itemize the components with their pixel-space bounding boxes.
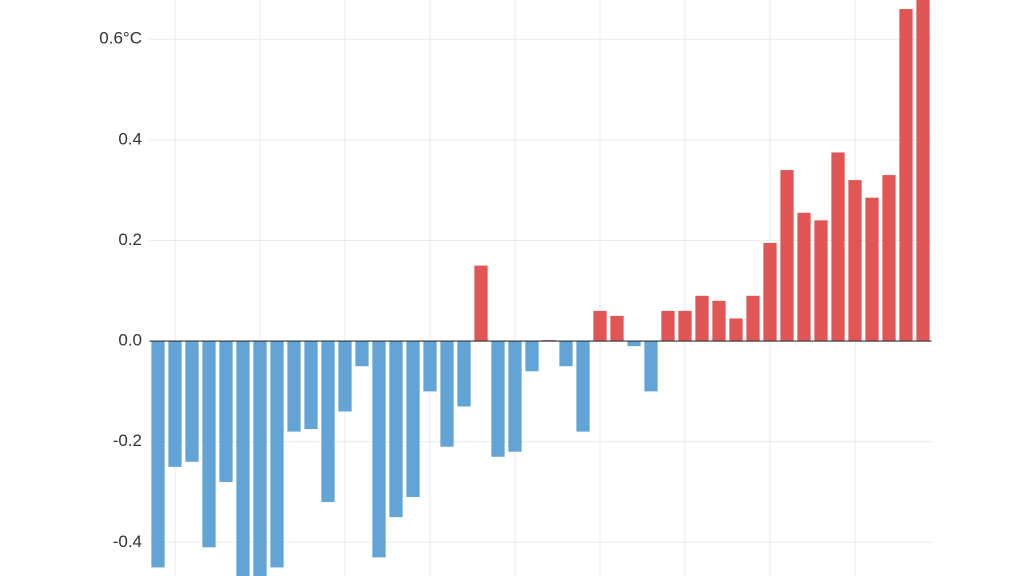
bar bbox=[389, 341, 403, 518]
bar bbox=[644, 341, 658, 392]
bar bbox=[576, 341, 590, 432]
y-tick-label: 0.4 bbox=[118, 129, 142, 148]
bar bbox=[372, 341, 386, 558]
bar bbox=[287, 341, 301, 432]
bar bbox=[321, 341, 335, 503]
bar bbox=[474, 265, 488, 342]
bar bbox=[304, 341, 318, 430]
bar bbox=[729, 318, 743, 342]
bar bbox=[168, 341, 182, 467]
y-tick-label: 0.6°C bbox=[99, 29, 142, 48]
bar bbox=[491, 341, 505, 457]
bar bbox=[236, 341, 250, 576]
bar bbox=[185, 341, 199, 462]
bar bbox=[695, 295, 709, 342]
bar bbox=[253, 341, 267, 576]
bar bbox=[440, 341, 454, 447]
bar bbox=[559, 341, 573, 367]
bar bbox=[423, 341, 437, 392]
y-tick-label: 0.2 bbox=[118, 230, 142, 249]
bar bbox=[151, 341, 165, 568]
bar bbox=[270, 341, 284, 568]
bar bbox=[593, 310, 607, 342]
bar bbox=[219, 341, 233, 482]
bar bbox=[610, 315, 624, 342]
y-tick-label: 0.0 bbox=[118, 331, 142, 350]
bar bbox=[916, 0, 930, 342]
bar bbox=[865, 197, 879, 342]
bar bbox=[814, 220, 828, 342]
bar bbox=[746, 295, 760, 342]
bar bbox=[202, 341, 216, 548]
bar bbox=[406, 341, 420, 498]
bar bbox=[338, 341, 352, 412]
bar bbox=[763, 242, 777, 342]
y-tick-label: -0.2 bbox=[113, 431, 142, 450]
bar bbox=[661, 310, 675, 342]
bar bbox=[457, 341, 471, 407]
bar bbox=[678, 310, 692, 342]
bar bbox=[712, 300, 726, 342]
bar bbox=[780, 170, 794, 342]
bar bbox=[508, 341, 522, 452]
bar bbox=[848, 180, 862, 342]
bar bbox=[627, 341, 641, 347]
bar bbox=[899, 9, 913, 342]
bar bbox=[831, 152, 845, 342]
bar bbox=[525, 341, 539, 372]
y-tick-label: -0.4 bbox=[113, 532, 142, 551]
bar bbox=[882, 175, 896, 342]
bar bbox=[797, 212, 811, 342]
bar bbox=[355, 341, 369, 367]
